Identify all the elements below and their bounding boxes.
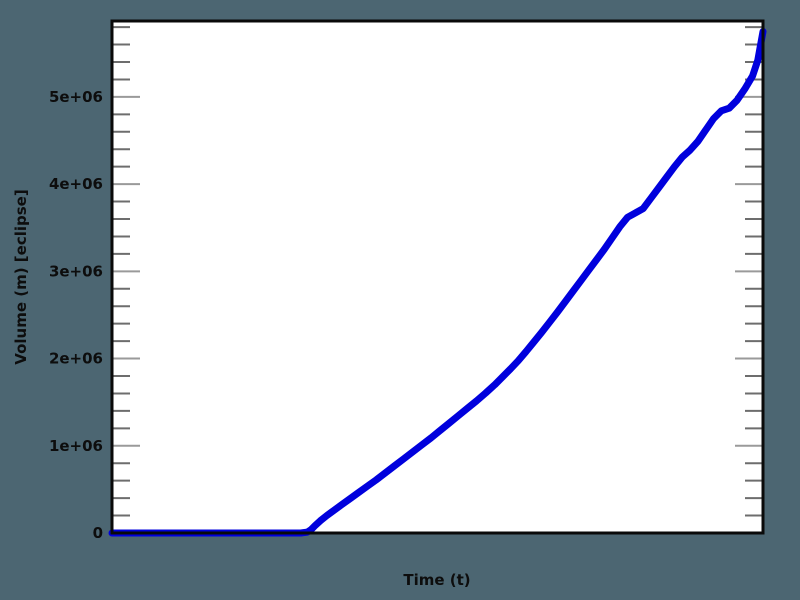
y-axis-tick-labels: 0 1e+06 2e+06 3e+06 4e+06 5e+06 <box>49 88 103 542</box>
y-axis-tick-label: 1e+06 <box>49 437 103 455</box>
volume-series-line <box>108 27 767 537</box>
y-axis-tick-label: 5e+06 <box>49 88 103 106</box>
y-axis-tick-label: 4e+06 <box>49 175 103 193</box>
y-axis-title: Volume (m) [eclipse] <box>12 189 30 364</box>
plot-area-background <box>112 21 763 533</box>
plot-frame <box>110 19 765 535</box>
x-axis-title: Time (t) <box>403 571 470 589</box>
y-axis-tick-label: 2e+06 <box>49 350 103 368</box>
y-axis-tick-label: 3e+06 <box>49 262 103 280</box>
y-axis-tick-label: 0 <box>93 524 103 542</box>
